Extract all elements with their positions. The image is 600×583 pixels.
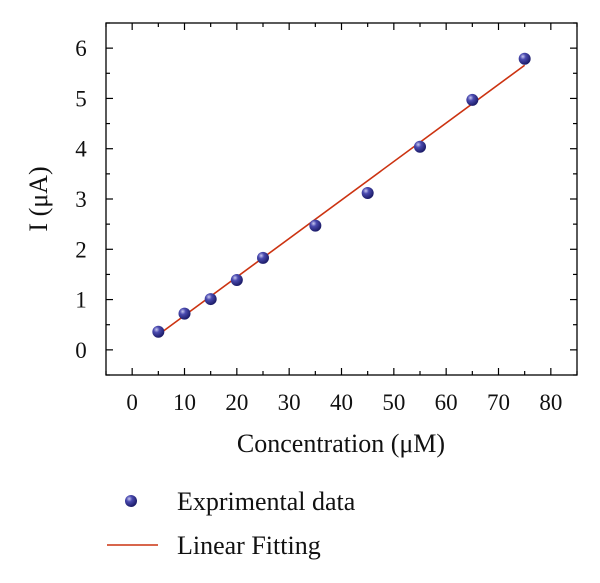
x-tick-label: 50 [382, 390, 405, 415]
y-tick-label: 2 [75, 237, 87, 262]
x-tick-label: 70 [487, 390, 510, 415]
x-tick-label: 80 [539, 390, 562, 415]
x-tick-label: 30 [278, 390, 301, 415]
y-tick-label: 0 [75, 338, 87, 363]
data-point [257, 251, 269, 264]
y-tick-label: 3 [75, 187, 87, 212]
ticks [105, 22, 578, 376]
data-point [466, 93, 479, 106]
legend-label-experimental: Exprimental data [177, 487, 356, 516]
x-tick-label: 0 [126, 390, 138, 415]
legend: Exprimental data Linear Fitting [107, 487, 356, 560]
y-axis-label: I (μA) [24, 166, 53, 231]
data-point [230, 273, 243, 286]
data-point [414, 140, 426, 153]
data-point [309, 219, 322, 232]
x-tick-label: 60 [435, 390, 458, 415]
legend-label-fit: Linear Fitting [177, 531, 321, 560]
data-point [518, 52, 531, 65]
x-tick-label: 40 [330, 390, 353, 415]
tick-labels: 0 10 20 30 40 50 60 70 80 0 1 2 3 4 5 6 [75, 36, 562, 415]
data-point [361, 186, 374, 199]
fit-line [157, 64, 526, 336]
y-tick-label: 5 [75, 86, 87, 111]
x-axis-label: Concentration (μM) [237, 429, 445, 458]
data-point [152, 325, 165, 338]
y-tick-label: 6 [75, 36, 87, 61]
data-point [178, 307, 191, 320]
x-tick-label: 20 [225, 390, 248, 415]
y-tick-label: 1 [75, 288, 87, 313]
legend-marker [125, 495, 137, 507]
data-point [204, 293, 217, 306]
x-tick-label: 10 [173, 390, 196, 415]
data-markers [152, 52, 531, 338]
y-tick-label: 4 [75, 137, 87, 162]
